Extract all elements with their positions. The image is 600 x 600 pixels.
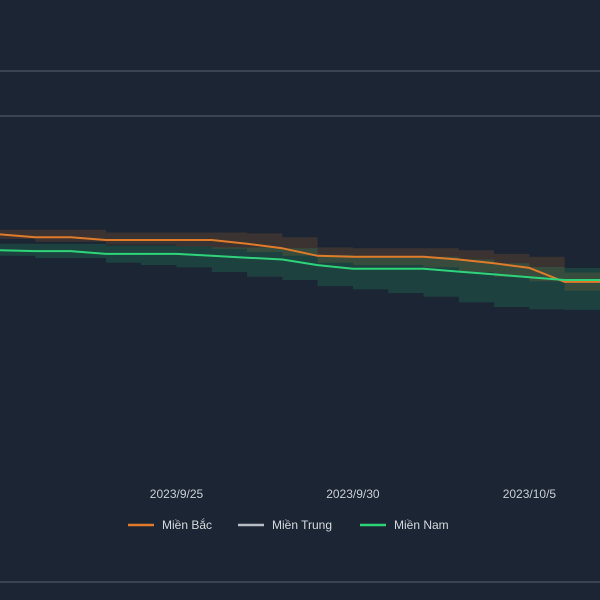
- point-mien-bac: [528, 266, 531, 269]
- point-mien-nam: [528, 276, 531, 279]
- point-mien-nam: [316, 264, 319, 267]
- x-tick-label: 2023/9/25: [150, 487, 204, 501]
- legend-label: Miền Bắc: [162, 517, 212, 532]
- band-mien-nam: [0, 243, 600, 310]
- point-mien-nam: [69, 250, 72, 253]
- series-lines: [0, 233, 600, 283]
- point-mien-nam: [563, 279, 566, 282]
- point-mien-bac: [210, 239, 213, 242]
- legend-label: Miền Trung: [272, 518, 332, 532]
- point-mien-bac: [316, 254, 319, 257]
- point-mien-nam: [457, 270, 460, 273]
- point-mien-bac: [281, 247, 284, 250]
- point-mien-bac: [34, 236, 37, 239]
- point-mien-nam: [34, 250, 37, 253]
- legend-item-mien-nam[interactable]: Miền Nam: [360, 518, 449, 532]
- point-mien-nam: [210, 254, 213, 257]
- legend-label: Miền Nam: [394, 518, 449, 532]
- point-mien-nam: [175, 252, 178, 255]
- point-mien-nam: [351, 267, 354, 270]
- legend-item-mien-trung[interactable]: Miền Trung: [238, 518, 332, 532]
- band-mien-bac: [0, 229, 600, 291]
- point-mien-bac: [493, 262, 496, 265]
- point-mien-bac: [387, 255, 390, 258]
- point-mien-nam: [493, 273, 496, 276]
- confidence-bands: [0, 229, 600, 310]
- line-mien-nam: [0, 249, 600, 281]
- point-mien-bac: [422, 255, 425, 258]
- point-mien-bac: [246, 242, 249, 245]
- point-mien-bac: [457, 258, 460, 261]
- point-mien-bac: [351, 255, 354, 258]
- point-mien-bac: [69, 236, 72, 239]
- x-tick-label: 2023/9/30: [326, 487, 380, 501]
- point-mien-nam: [387, 267, 390, 270]
- point-mien-bac: [175, 239, 178, 242]
- line-mien-bac: [0, 233, 600, 283]
- point-mien-nam: [140, 252, 143, 255]
- point-mien-nam: [246, 256, 249, 259]
- point-mien-nam: [422, 267, 425, 270]
- point-mien-bac: [140, 239, 143, 242]
- legend[interactable]: Miền Bắc Miền Trung Miền Nam: [128, 517, 449, 532]
- x-axis-ticks: 2023/9/25 2023/9/30 2023/10/5: [150, 487, 557, 501]
- point-mien-nam: [104, 252, 107, 255]
- x-tick-label: 2023/10/5: [503, 487, 557, 501]
- point-mien-bac: [104, 239, 107, 242]
- legend-item-mien-bac[interactable]: Miền Bắc: [128, 517, 212, 532]
- point-mien-nam: [281, 258, 284, 261]
